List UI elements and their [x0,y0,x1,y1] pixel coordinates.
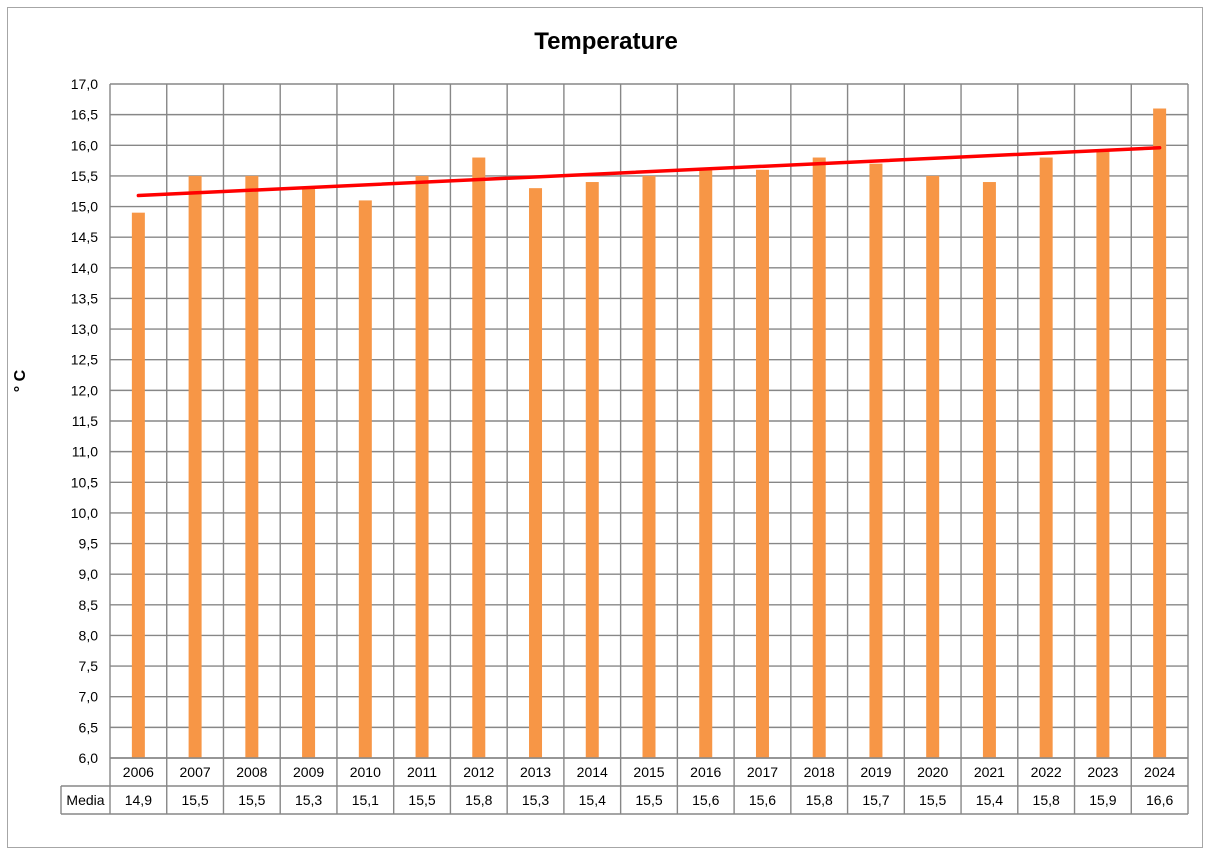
x-tick-label: 2024 [1144,764,1175,780]
data-table-value: 15,7 [862,792,889,808]
bar [358,200,372,758]
data-table-value: 15,4 [976,792,1003,808]
y-tick-label: 8,0 [79,627,99,643]
data-table-value: 15,4 [579,792,606,808]
y-tick-label: 13,0 [71,321,98,337]
x-tick-label: 2019 [860,764,891,780]
bar [585,182,599,758]
x-tick-label: 2008 [236,764,267,780]
data-table-value: 15,8 [806,792,833,808]
bar [131,212,145,758]
bar [699,169,713,759]
x-tick-label: 2016 [690,764,721,780]
bar [188,175,202,759]
y-tick-label: 8,5 [79,597,99,613]
data-table-value: 15,6 [692,792,719,808]
y-tick-label: 16,0 [71,137,98,153]
bar [812,157,826,758]
chart-title: Temperature [534,28,678,55]
y-tick-label: 10,0 [71,505,98,521]
x-tick-label: 2007 [180,764,211,780]
x-tick-label: 2021 [974,764,1005,780]
data-table-value: 15,5 [635,792,662,808]
data-table-value: 14,9 [125,792,152,808]
bar [926,175,940,759]
bar [415,175,429,759]
bar [982,182,996,758]
bar [302,188,316,758]
x-tick-label: 2017 [747,764,778,780]
y-tick-label: 10,5 [71,474,98,490]
trendline [136,145,1162,198]
y-tick-label: 7,0 [79,689,99,705]
data-table-value: 15,1 [352,792,379,808]
bar [755,169,769,759]
data-table-value: 15,5 [238,792,265,808]
data-table-value: 15,5 [181,792,208,808]
x-tick-label: 2018 [804,764,835,780]
bar [1096,151,1110,758]
data-table-value: 16,6 [1146,792,1173,808]
y-tick-label: 9,5 [79,536,99,552]
y-tick-label: 6,5 [79,719,99,735]
x-tick-label: 2009 [293,764,324,780]
data-table-value: 15,3 [295,792,322,808]
y-tick-label: 14,0 [71,260,98,276]
y-tick-label: 14,5 [71,229,98,245]
x-tick-label: 2023 [1087,764,1118,780]
bar [472,157,486,758]
y-tick-label: 16,5 [71,107,98,123]
y-tick-label: 7,5 [79,658,99,674]
data-table-value: 15,5 [408,792,435,808]
bar [1153,108,1167,758]
x-tick-label: 2020 [917,764,948,780]
data-table-value: 15,6 [749,792,776,808]
chart-frame [7,7,1203,848]
y-tick-label: 11,0 [72,444,98,460]
y-tick-label: 12,0 [71,382,98,398]
y-tick-label: 12,5 [71,352,98,368]
bar [245,175,259,759]
bar [1039,157,1053,758]
x-tick-label: 2022 [1031,764,1062,780]
data-table-series-name: Media [66,792,104,808]
y-tick-label: 11,5 [72,413,98,429]
y-tick-label: 15,5 [71,168,98,184]
x-tick-label: 2012 [463,764,494,780]
y-tick-label: 13,5 [71,290,98,306]
data-table-value: 15,5 [919,792,946,808]
data-table-value: 15,3 [522,792,549,808]
bar [869,163,883,758]
x-tick-label: 2014 [577,764,608,780]
y-tick-label: 17,0 [71,76,98,92]
x-tick-label: 2011 [407,764,437,780]
data-table-value: 15,9 [1089,792,1116,808]
data-table-value: 15,8 [465,792,492,808]
x-tick-label: 2015 [633,764,664,780]
x-tick-label: 2006 [123,764,154,780]
y-tick-label: 9,0 [79,566,99,582]
x-tick-label: 2013 [520,764,551,780]
y-tick-label: 6,0 [79,750,99,766]
x-tick-label: 2010 [350,764,381,780]
bar [642,175,656,759]
data-table-value: 15,8 [1033,792,1060,808]
bar [529,188,543,758]
y-tick-label: 15,0 [71,199,98,215]
